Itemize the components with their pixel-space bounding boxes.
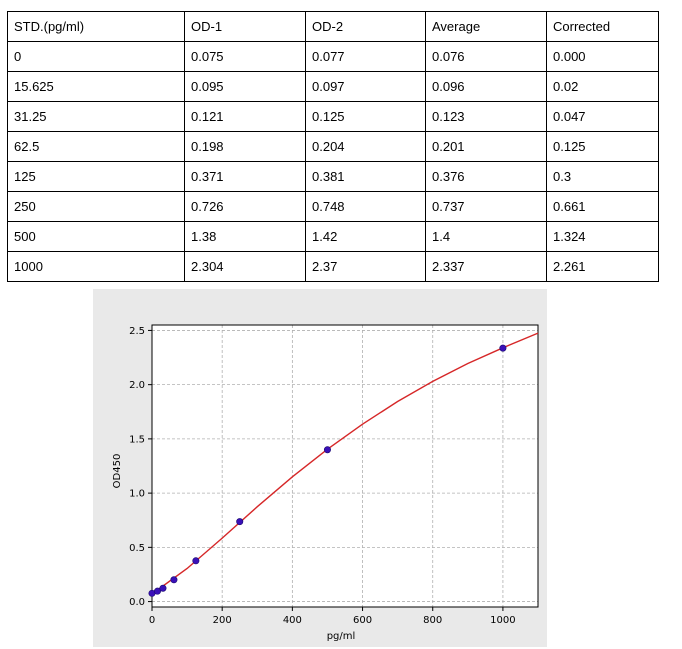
table-row: 31.25 0.121 0.125 0.123 0.047 [7, 101, 659, 132]
table-cell: 0.047 [546, 101, 659, 132]
table-cell: 250 [7, 191, 185, 222]
x-axis-label: pg/ml [327, 631, 356, 642]
table-cell: 0.121 [184, 101, 306, 132]
table-cell: 0.737 [425, 191, 547, 222]
table-row: 0 0.075 0.077 0.076 0.000 [7, 41, 659, 72]
table-cell: 1.4 [425, 221, 547, 252]
table-cell: 0.096 [425, 71, 547, 102]
x-tick-label: 200 [213, 615, 232, 626]
table-cell: 0.748 [305, 191, 426, 222]
data-point [170, 576, 178, 584]
table-cell: 1.324 [546, 221, 659, 252]
standard-curve-chart: 0 200 400 600 800 1000 0.0 0.5 1.0 1.5 2.0 2.5 pg/ml… [112, 324, 539, 642]
column-header: OD-2 [305, 11, 426, 42]
data-point [192, 557, 200, 565]
column-header: Average [425, 11, 547, 42]
table-cell: 0.201 [425, 131, 547, 162]
y-tick-label: 2.0 [129, 380, 145, 391]
y-tick-label: 0.5 [129, 543, 145, 554]
table-cell: 2.37 [305, 251, 426, 282]
x-tick-label: 0 [149, 615, 155, 626]
table-cell: 0.000 [546, 41, 659, 72]
data-point [236, 518, 244, 526]
table-cell: 0.125 [546, 131, 659, 162]
table-cell: 0.3 [546, 161, 659, 192]
table-cell: 1000 [7, 251, 185, 282]
table-row: 125 0.371 0.381 0.376 0.3 [7, 161, 659, 192]
table-row: 1000 2.304 2.37 2.337 2.261 [7, 251, 659, 282]
table-cell: 0.097 [305, 71, 426, 102]
table-cell: 0.376 [425, 161, 547, 192]
table-cell: 0.075 [184, 41, 306, 72]
table-cell: 0.123 [425, 101, 547, 132]
standard-curve-table: STD.(pg/ml) OD-1 OD-2 Average Corrected … [7, 11, 659, 282]
table-cell: 2.261 [546, 251, 659, 282]
data-point [499, 344, 507, 352]
data-point [153, 587, 161, 595]
column-header: STD.(pg/ml) [7, 11, 185, 42]
table-cell: 0.02 [546, 71, 659, 102]
table-cell: 31.25 [7, 101, 185, 132]
x-tick-label: 600 [353, 615, 372, 626]
table-cell: 1.38 [184, 221, 306, 252]
x-tick-label: 1000 [490, 615, 515, 626]
table-cell: 1.42 [305, 221, 426, 252]
table-cell: 0.198 [184, 131, 306, 162]
table-cell: 0.077 [305, 41, 426, 72]
plot-frame [151, 324, 539, 608]
table-cell: 2.337 [425, 251, 547, 282]
x-tick-label: 800 [423, 615, 442, 626]
y-tick-label: 0.0 [129, 597, 145, 608]
table-cell: 0.125 [305, 101, 426, 132]
table-row: 500 1.38 1.42 1.4 1.324 [7, 221, 659, 252]
table-cell: 125 [7, 161, 185, 192]
table-cell: 0.726 [184, 191, 306, 222]
table-cell: 62.5 [7, 131, 185, 162]
table-header-row: STD.(pg/ml) OD-1 OD-2 Average Corrected [7, 11, 659, 42]
table-cell: 0.204 [305, 131, 426, 162]
table-cell: 15.625 [7, 71, 185, 102]
fit-curve-line [151, 332, 539, 595]
table-row: 62.5 0.198 0.204 0.201 0.125 [7, 131, 659, 162]
table-cell: 0.076 [425, 41, 547, 72]
table-cell: 0.095 [184, 71, 306, 102]
table-row: 250 0.726 0.748 0.737 0.661 [7, 191, 659, 222]
data-point [159, 584, 167, 592]
x-tick-label: 400 [283, 615, 302, 626]
table-cell: 0.661 [546, 191, 659, 222]
y-tick-label: 2.5 [129, 326, 145, 337]
table-cell: 0.381 [305, 161, 426, 192]
table-cell: 500 [7, 221, 185, 252]
y-tick-label: 1.0 [129, 489, 145, 500]
y-tick-label: 1.5 [129, 434, 145, 445]
y-axis-label: OD450 [112, 454, 123, 489]
table-cell: 0.371 [184, 161, 306, 192]
table-cell: 0 [7, 41, 185, 72]
column-header: OD-1 [184, 11, 306, 42]
column-header: Corrected [546, 11, 659, 42]
chart-panel: 0 200 400 600 800 1000 0.0 0.5 1.0 1.5 2.0 2.5 pg/ml… [93, 289, 547, 647]
table-cell: 2.304 [184, 251, 306, 282]
data-point [323, 446, 331, 454]
table-row: 15.625 0.095 0.097 0.096 0.02 [7, 71, 659, 102]
plot-area [152, 325, 538, 607]
